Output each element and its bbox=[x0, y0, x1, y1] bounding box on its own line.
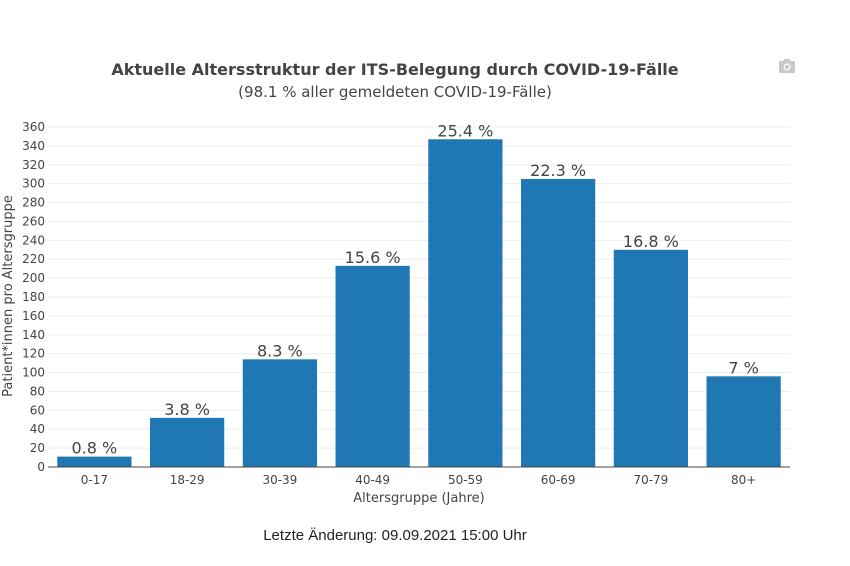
bar-data-label: 25.4 % bbox=[437, 121, 493, 140]
y-tick-label: 160 bbox=[22, 309, 45, 323]
bar-data-label: 22.3 % bbox=[530, 161, 586, 180]
y-tick-label: 0 bbox=[37, 460, 45, 474]
y-tick-label: 100 bbox=[22, 366, 45, 380]
chart-subtitle: (98.1 % aller gemeldeten COVID-19-Fälle) bbox=[238, 83, 552, 101]
y-tick-label: 220 bbox=[22, 252, 45, 266]
last-change-text: Letzte Änderung: 09.09.2021 15:00 Uhr bbox=[263, 527, 527, 544]
gridlines bbox=[48, 126, 790, 449]
x-tick-label: 18-29 bbox=[170, 473, 205, 487]
y-tick-label: 260 bbox=[22, 214, 45, 228]
y-tick-label: 80 bbox=[30, 384, 45, 398]
bar bbox=[57, 456, 132, 467]
chart-title: Aktuelle Altersstruktur der ITS-Belegung… bbox=[111, 60, 678, 79]
bar bbox=[428, 139, 503, 467]
bar bbox=[242, 359, 317, 467]
x-tick-label: 70-79 bbox=[633, 473, 668, 487]
y-tick-label: 320 bbox=[22, 158, 45, 172]
y-tick-label: 140 bbox=[22, 328, 45, 342]
bar-data-label: 7 % bbox=[728, 358, 758, 377]
bar bbox=[613, 249, 688, 467]
x-tick-label: 80+ bbox=[731, 473, 756, 487]
bar-data-label: 16.8 % bbox=[623, 232, 679, 251]
y-tick-label: 40 bbox=[30, 422, 45, 436]
x-tick-label: 60-69 bbox=[541, 473, 576, 487]
bar bbox=[706, 376, 781, 467]
x-tick-label: 0-17 bbox=[81, 473, 108, 487]
y-tick-labels: 0 20 40 60 80 100 120 140 160 180 200 220 240 260 280 3… bbox=[22, 120, 45, 474]
y-tick-label: 20 bbox=[30, 441, 45, 455]
y-axis-label: Patient*innen pro Altersgruppe bbox=[1, 195, 16, 397]
x-axis-label: Altersgruppe (Jahre) bbox=[353, 491, 484, 506]
y-tick-label: 60 bbox=[30, 403, 45, 417]
y-tick-label: 340 bbox=[22, 139, 45, 153]
bar bbox=[335, 265, 410, 467]
bar bbox=[150, 417, 225, 467]
y-tick-label: 360 bbox=[22, 120, 45, 134]
bar-data-label: 0.8 % bbox=[72, 439, 118, 458]
y-tick-label: 300 bbox=[22, 177, 45, 191]
x-tick-label: 50-59 bbox=[448, 473, 483, 487]
y-tick-label: 180 bbox=[22, 290, 45, 304]
bar-data-labels: 0.8 % 3.8 % 8.3 % 15.6 % 25.4 % 22.3 % 16.8 % 7… bbox=[72, 121, 759, 457]
x-tick-labels: 0-17 18-29 30-39 40-49 50-59 60-69 70-79 80+ bbox=[81, 473, 757, 487]
camera-icon[interactable] bbox=[778, 58, 796, 74]
x-tick-label: 30-39 bbox=[262, 473, 297, 487]
bar-data-label: 8.3 % bbox=[257, 341, 303, 360]
bar-data-label: 15.6 % bbox=[345, 248, 401, 267]
bar-data-label: 3.8 % bbox=[164, 400, 210, 419]
bars bbox=[57, 139, 781, 467]
y-tick-label: 120 bbox=[22, 347, 45, 361]
y-tick-label: 200 bbox=[22, 271, 45, 285]
bar bbox=[521, 178, 596, 467]
y-tick-label: 280 bbox=[22, 196, 45, 210]
x-tick-label: 40-49 bbox=[355, 473, 390, 487]
y-tick-label: 240 bbox=[22, 233, 45, 247]
